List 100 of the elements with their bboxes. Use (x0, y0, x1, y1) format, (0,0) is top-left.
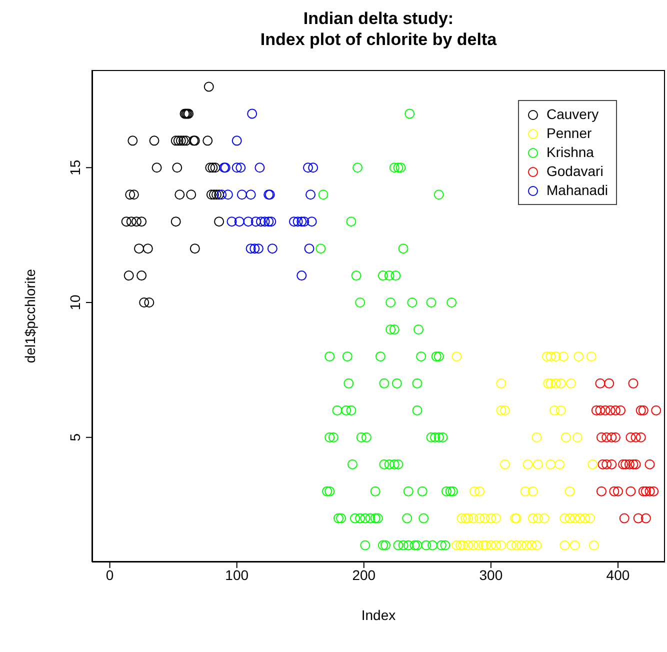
point (181, 136, 192, 146)
point (606, 459, 617, 470)
legend-label: Krishna (546, 143, 594, 162)
point (618, 459, 628, 470)
point (644, 459, 655, 470)
point (308, 162, 318, 173)
x-tick-label: 300 (479, 566, 503, 583)
point (208, 162, 218, 173)
point (633, 513, 644, 524)
point (651, 405, 662, 416)
point (149, 136, 160, 146)
y-tick-label: 15 (67, 160, 83, 176)
point (306, 190, 316, 200)
point (630, 432, 641, 442)
point (626, 432, 636, 442)
point (644, 486, 655, 496)
point (236, 190, 247, 200)
x-tick-label: 100 (225, 566, 249, 583)
point (136, 270, 147, 281)
point (212, 190, 222, 200)
point (243, 216, 254, 227)
point (170, 136, 181, 146)
point (204, 82, 214, 92)
point (250, 244, 260, 254)
point (591, 405, 602, 416)
x-tick-label: 400 (606, 566, 630, 583)
point (598, 459, 608, 470)
point (128, 190, 139, 200)
point (234, 216, 244, 227)
point (266, 216, 276, 227)
point (600, 405, 610, 416)
point (232, 162, 242, 173)
point (174, 190, 185, 200)
point (619, 513, 630, 524)
point (296, 270, 307, 281)
legend-label: Godavari (546, 162, 604, 181)
point (267, 244, 278, 254)
legend-label: Penner (546, 124, 592, 143)
chart-title: Indian delta study: Index plot of chlorite by delta (259, 8, 498, 50)
point (620, 459, 631, 470)
point (609, 486, 620, 496)
point (636, 432, 646, 442)
point (144, 298, 154, 308)
point (260, 216, 270, 227)
point (610, 432, 620, 442)
point (152, 162, 162, 173)
legend-label: Cauvery (546, 105, 599, 124)
point (124, 270, 134, 281)
point (299, 216, 310, 227)
point (638, 486, 648, 496)
point (125, 190, 136, 200)
point (302, 162, 313, 173)
point (253, 244, 264, 254)
point (247, 108, 258, 119)
x-tick-label: 0 (106, 566, 114, 583)
point (173, 136, 184, 146)
point (126, 216, 136, 227)
point (628, 459, 638, 470)
point (640, 486, 651, 496)
point (616, 405, 626, 416)
point (640, 513, 651, 524)
point (236, 162, 246, 173)
point (214, 190, 224, 200)
point (612, 486, 623, 496)
point (142, 244, 153, 254)
point (216, 190, 227, 200)
point (604, 378, 614, 388)
point (121, 216, 132, 227)
point (186, 190, 196, 200)
point (210, 162, 220, 173)
point (595, 378, 606, 388)
point (222, 190, 233, 200)
point (605, 405, 616, 416)
point (190, 244, 200, 254)
point (602, 432, 612, 442)
point (208, 190, 219, 200)
y-tick-label: 5 (67, 433, 83, 442)
point (226, 216, 237, 227)
point (128, 136, 138, 146)
point (134, 244, 144, 254)
point (254, 162, 265, 173)
point (136, 216, 147, 227)
point (628, 378, 638, 388)
y-axis-title: del1$pcchlorite (22, 268, 38, 364)
point (176, 136, 186, 146)
point (178, 136, 188, 146)
point (246, 244, 256, 254)
point (205, 162, 216, 173)
point (595, 405, 606, 416)
point (596, 432, 606, 442)
point (264, 216, 274, 227)
point (602, 459, 612, 470)
point (292, 216, 303, 227)
point (304, 244, 314, 254)
point (250, 216, 261, 227)
point (256, 216, 266, 227)
point (131, 216, 142, 227)
legend-label: Mahanadi (546, 181, 608, 200)
point (630, 459, 641, 470)
point (139, 298, 150, 308)
